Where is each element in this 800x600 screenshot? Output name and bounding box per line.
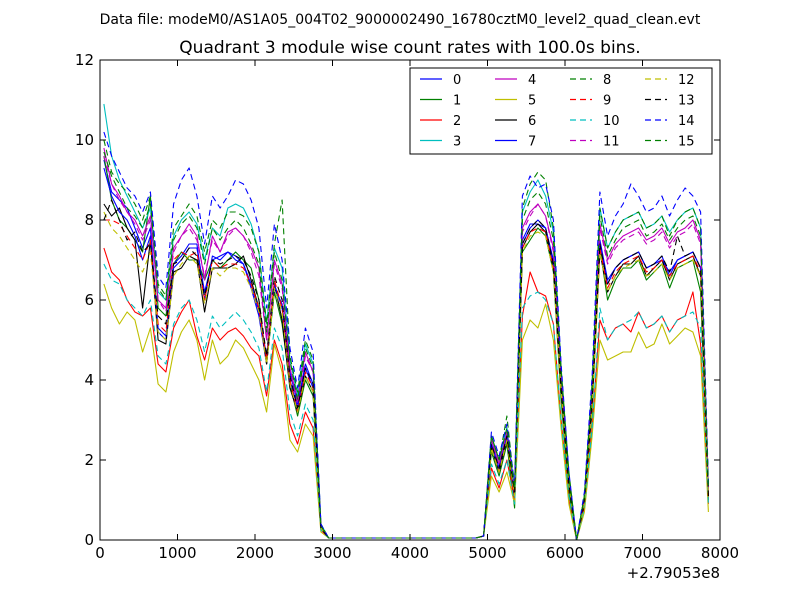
chart-title: Quadrant 3 module wise count rates with … <box>179 38 640 58</box>
legend-label-6: 6 <box>528 114 536 129</box>
legend-label-7: 7 <box>528 135 536 150</box>
x-tick-label: 4000 <box>391 544 429 562</box>
y-tick-label: 4 <box>84 371 94 389</box>
y-tick-label: 12 <box>75 51 94 69</box>
series-line-13 <box>103 199 709 540</box>
y-tick-label: 2 <box>84 451 94 469</box>
legend-label-5: 5 <box>528 94 536 109</box>
legend-label-8: 8 <box>603 73 611 88</box>
series-line-15 <box>103 151 709 540</box>
series-line-8 <box>103 139 709 540</box>
x-tick-label: 0 <box>95 544 105 562</box>
x-tick-label: 3000 <box>313 544 351 562</box>
legend-label-9: 9 <box>603 94 611 109</box>
x-offset-label: +2.79053e8 <box>627 564 720 582</box>
legend-label-0: 0 <box>453 73 461 88</box>
x-tick-label: 7000 <box>623 544 661 562</box>
legend-label-4: 4 <box>528 73 536 88</box>
x-tick-label: 5000 <box>468 544 506 562</box>
y-tick-label: 0 <box>84 531 94 549</box>
legend-label-11: 11 <box>603 135 620 150</box>
x-tick-label: 2000 <box>236 544 274 562</box>
chart-suptitle: Data file: modeM0/AS1A05_004T02_90000024… <box>100 12 701 28</box>
axis-layer: 0 1000 2000 3000 4000 5000 6000 7000 80000246810… <box>75 51 739 562</box>
series-layer <box>103 103 709 540</box>
legend-label-1: 1 <box>453 94 461 109</box>
legend-label-13: 13 <box>678 94 695 109</box>
legend-label-3: 3 <box>453 135 461 150</box>
legend-label-10: 10 <box>603 114 620 129</box>
x-tick-label: 6000 <box>546 544 584 562</box>
y-tick-label: 8 <box>84 211 94 229</box>
y-tick-label: 10 <box>75 131 94 149</box>
legend-label-15: 15 <box>678 135 695 150</box>
y-tick-label: 6 <box>84 291 94 309</box>
legend-box <box>409 67 713 155</box>
x-tick-label: 1000 <box>158 544 196 562</box>
legend-label-14: 14 <box>678 114 695 129</box>
x-tick-label: 8000 <box>701 544 739 562</box>
legend-label-12: 12 <box>678 73 695 88</box>
legend-label-2: 2 <box>453 114 461 129</box>
series-line-11 <box>103 155 709 540</box>
